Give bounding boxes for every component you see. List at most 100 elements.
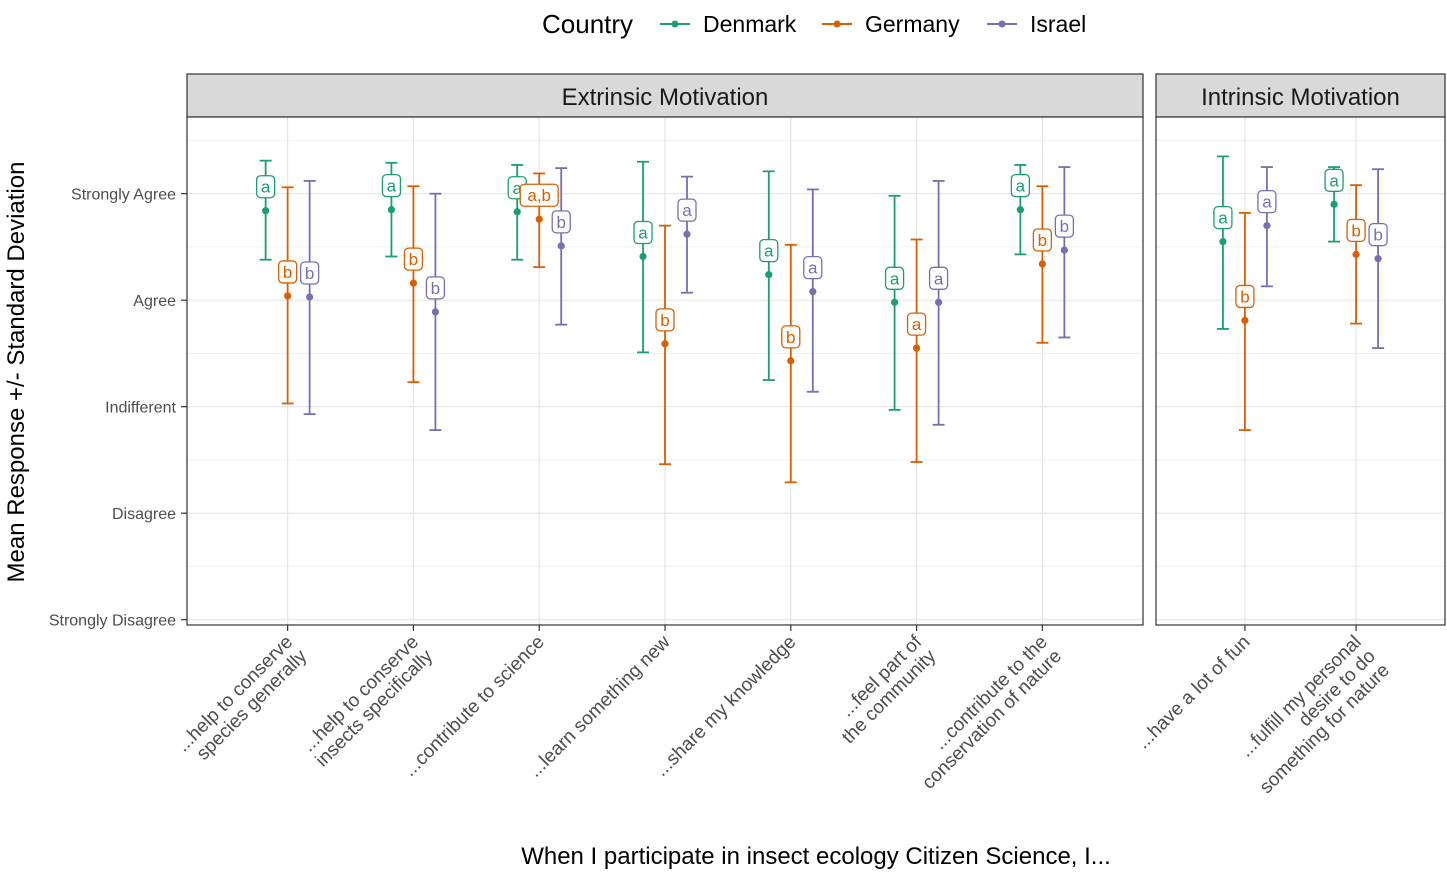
error-bar-germany: a,b — [519, 172, 559, 269]
error-bar-germany: b — [1235, 211, 1255, 432]
significance-label: a — [387, 177, 397, 196]
significance-label: b — [431, 279, 440, 298]
significance-label: a — [1016, 177, 1026, 196]
y-axis-title: Mean Response +/- Standard Deviation — [3, 162, 30, 583]
error-bar-denmark: a — [381, 161, 402, 258]
significance-label: a — [261, 178, 271, 197]
significance-label-box — [551, 210, 571, 234]
error-bar-denmark: a — [759, 170, 779, 381]
legend-label: Denmark — [703, 11, 797, 37]
significance-label: b — [409, 250, 418, 269]
mean-point — [535, 215, 543, 223]
error-bar-denmark: a — [1324, 166, 1344, 243]
error-bar-germany: b — [655, 224, 675, 466]
significance-label-box — [299, 261, 320, 285]
x-tick-label: ...have a lot of fun — [1133, 632, 1255, 754]
panel-border — [1155, 116, 1446, 626]
significance-label: a — [912, 315, 922, 334]
significance-label-box — [1010, 174, 1031, 198]
y-tick-label: Indifferent — [105, 400, 176, 417]
mean-point — [1263, 222, 1271, 230]
error-bar-germany: b — [1346, 184, 1366, 325]
significance-label-box — [519, 183, 559, 207]
error-bar-israel: a — [677, 175, 697, 294]
mean-point — [306, 293, 314, 301]
significance-label: a,b — [527, 186, 551, 205]
y-axis: Strongly Disagree Disagree Indifferent Agre… — [49, 187, 187, 630]
legend-entry-denmark: Denmark — [660, 11, 797, 37]
mean-point — [809, 288, 817, 296]
significance-label: a — [808, 259, 818, 278]
error-bar-israel: b — [1054, 166, 1075, 339]
panel-background — [1156, 117, 1445, 625]
significance-label: b — [786, 328, 795, 347]
category-group: a b a — [633, 160, 697, 466]
significance-label-box — [403, 247, 424, 271]
significance-label-box — [1235, 284, 1255, 309]
significance-label: a — [934, 269, 944, 288]
significance-label-box — [759, 238, 779, 263]
error-bar-israel: a — [1257, 166, 1277, 288]
significance-label-box — [906, 312, 927, 336]
x-tick-label: ...help to conservespecies generally — [173, 631, 312, 770]
error-bar-israel: b — [1368, 168, 1388, 350]
category-group: a bb — [381, 161, 446, 432]
mean-point — [387, 206, 396, 214]
significance-label-box — [1257, 189, 1277, 214]
category-group: a b a — [1213, 155, 1277, 432]
mean-point — [934, 298, 943, 306]
legend-label: Israel — [1030, 11, 1086, 37]
significance-label-box — [1324, 168, 1344, 192]
error-bar-israel: a — [803, 188, 823, 393]
significance-label: a — [1329, 171, 1339, 190]
mean-point — [1374, 255, 1382, 263]
mean-point — [513, 208, 521, 216]
significance-label: b — [1351, 221, 1360, 240]
mean-point — [639, 252, 647, 261]
legend-key-point — [998, 20, 1006, 28]
significance-label: a — [682, 201, 692, 220]
x-tick-label-line: ...have a lot of fun — [1133, 632, 1255, 754]
significance-label-box — [1213, 205, 1233, 230]
significance-label: b — [1240, 287, 1249, 306]
y-tick-label: Agree — [133, 293, 176, 310]
mean-point — [557, 242, 565, 250]
legend-entry-israel: Israel — [987, 11, 1086, 37]
y-tick-label: Strongly Disagree — [49, 613, 176, 630]
mean-point — [1219, 238, 1227, 246]
x-tick-label: ...share my knowledge — [651, 632, 800, 781]
mean-point — [1330, 200, 1338, 208]
significance-label: a — [890, 269, 900, 288]
mean-point — [890, 298, 899, 306]
x-tick-label: ...learn something new — [525, 631, 675, 781]
x-tick-label-line: ...learn something new — [525, 631, 675, 781]
significance-label: b — [1060, 217, 1069, 236]
error-bar-denmark: a — [884, 194, 905, 411]
facet-strip — [186, 73, 1144, 118]
facet-strip-label: Extrinsic Motivation — [562, 84, 769, 111]
error-bar-denmark: a — [1213, 155, 1233, 330]
mean-point — [787, 357, 795, 365]
category-group: a a a — [884, 179, 949, 463]
significance-label-box — [928, 266, 949, 290]
significance-label: b — [283, 263, 292, 282]
mean-point — [262, 207, 270, 215]
significance-label-box — [1346, 218, 1366, 243]
significance-label-box — [381, 174, 402, 198]
y-tick-label: Disagree — [112, 506, 176, 523]
significance-label: a — [1262, 193, 1272, 212]
error-bar-denmark: a — [633, 160, 653, 354]
legend-label: Germany — [865, 11, 960, 37]
mean-point — [1060, 246, 1068, 254]
significance-label-box — [884, 266, 905, 290]
significance-label: b — [1038, 231, 1047, 250]
x-tick-label: ...fulfill my personaldesire to dosometh… — [1228, 632, 1394, 798]
error-bar-israel: a — [928, 179, 949, 426]
mean-point — [661, 340, 669, 348]
significance-label-box — [1368, 222, 1388, 247]
category-group: a b a — [759, 170, 823, 484]
category-group: a a,b b — [507, 164, 571, 326]
x-tick-label-line: conservation of nature — [918, 646, 1066, 794]
